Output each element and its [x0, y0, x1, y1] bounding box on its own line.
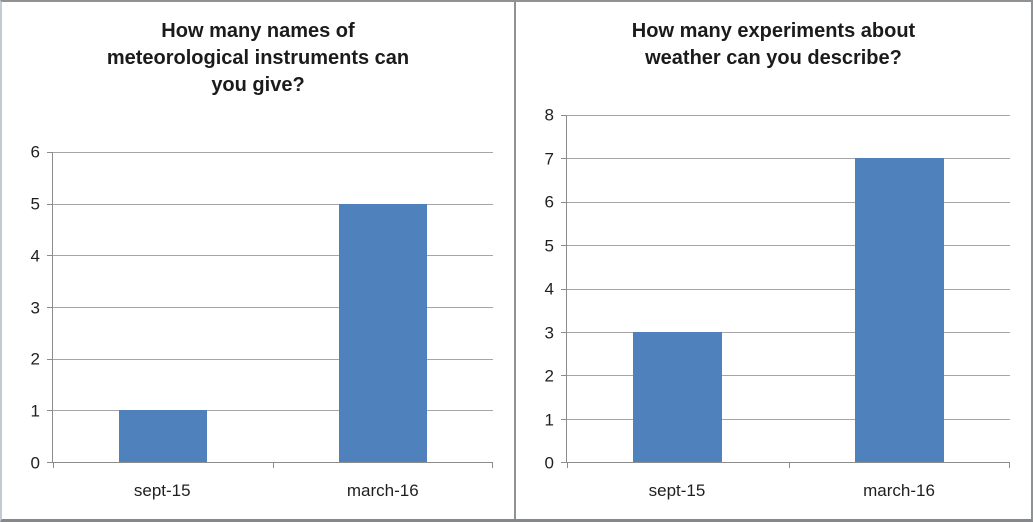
- y-axis-tick: [561, 418, 567, 420]
- chart-title: How many names of meteorological instrum…: [106, 20, 410, 96]
- gridline: [567, 158, 1010, 160]
- x-category-label: sept-15: [133, 481, 191, 500]
- chart-body: 0 1 2 3 4 5 6: [2, 144, 514, 472]
- y-tick-label: 8: [544, 105, 554, 125]
- y-axis-tick: [561, 158, 567, 160]
- y-tick-label: 4: [544, 279, 554, 299]
- gridline: [567, 245, 1010, 247]
- chart-panel-right: How many experiments about weather can y…: [516, 2, 1031, 519]
- y-axis-tick: [561, 201, 567, 203]
- y-axis-tick: [561, 375, 567, 377]
- x-axis-labels: sept-15 march-16: [52, 463, 493, 519]
- y-tick-label: 0: [544, 453, 554, 473]
- y-axis-tick: [47, 152, 53, 153]
- x-category-label: march-16: [346, 481, 419, 500]
- plot-area: [561, 115, 1010, 468]
- y-tick-label: 5: [30, 194, 40, 214]
- x-axis-tick: [1009, 463, 1010, 468]
- y-tick-label: 2: [544, 366, 554, 386]
- gridline: [567, 375, 1010, 377]
- y-tick-label: 4: [30, 246, 40, 266]
- y-axis-tick: [561, 462, 567, 463]
- x-axis-tick: [788, 463, 790, 468]
- y-tick-label: 6: [30, 142, 40, 162]
- bar-sept-15: [633, 331, 723, 462]
- y-axis-tick: [47, 462, 53, 463]
- x-axis-tick: [53, 463, 54, 468]
- chart-panel-left: How many names of meteorological instrum…: [2, 2, 514, 519]
- gridline: [53, 152, 493, 153]
- chart-title: How many experiments about weather can y…: [631, 20, 916, 69]
- bar-sept-15: [119, 410, 207, 462]
- y-axis-tick: [47, 410, 53, 412]
- y-axis-tick: [47, 307, 53, 308]
- plot-area: [47, 152, 493, 468]
- x-category-label: sept-15: [648, 481, 706, 500]
- y-axis-tick: [561, 288, 567, 290]
- y-tick-label: 2: [30, 349, 40, 369]
- y-tick-label: 7: [544, 149, 554, 168]
- gridline: [567, 201, 1010, 203]
- gridline: [567, 331, 1010, 333]
- x-axis-tick: [273, 463, 274, 468]
- y-tick-label: 5: [544, 236, 554, 255]
- gridline: [53, 410, 493, 412]
- chart-body: 0 1 2 3 4 5 6 7 8: [516, 107, 1031, 472]
- bar-march-16: [854, 158, 944, 462]
- chart-title-area: How many names of meteorological instrum…: [2, 2, 514, 152]
- y-tick-label: 3: [544, 323, 554, 342]
- y-tick-label: 3: [30, 298, 40, 317]
- gridline: [567, 115, 1010, 116]
- y-axis-tick: [561, 245, 567, 247]
- gridline: [53, 358, 493, 360]
- x-axis-tick: [492, 463, 493, 468]
- gridline: [53, 255, 493, 257]
- x-category-label: march-16: [863, 481, 935, 500]
- chart-title-area: How many experiments about weather can y…: [516, 2, 1031, 115]
- y-tick-label: 1: [544, 410, 554, 429]
- y-axis-tick: [561, 115, 567, 116]
- y-axis-tick: [47, 203, 53, 205]
- y-tick-label: 0: [30, 453, 40, 473]
- y-axis-labels: 0 1 2 3 4 5 6: [2, 144, 52, 472]
- gridline: [53, 203, 493, 205]
- y-axis-labels: 0 1 2 3 4 5 6 7 8: [516, 107, 566, 472]
- x-axis-labels: sept-15 march-16: [566, 463, 1010, 519]
- y-axis-tick: [561, 331, 567, 333]
- gridline: [567, 288, 1010, 290]
- y-axis-tick: [47, 255, 53, 257]
- gridline: [53, 307, 493, 308]
- y-tick-label: 1: [30, 401, 40, 421]
- y-tick-label: 6: [544, 192, 554, 212]
- gridline: [567, 418, 1010, 420]
- panel-divider: [514, 2, 516, 519]
- y-axis-tick: [47, 358, 53, 360]
- x-axis-tick: [567, 463, 568, 468]
- bar-march-16: [339, 203, 427, 462]
